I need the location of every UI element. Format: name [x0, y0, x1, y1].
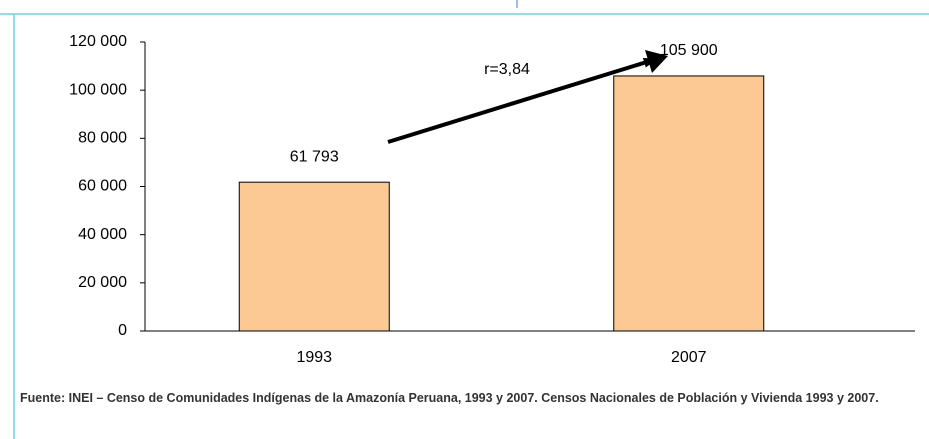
- arrow-head: [645, 50, 668, 73]
- y-tick-label: 20 000: [78, 274, 127, 291]
- y-tick-label: 0: [118, 322, 127, 339]
- y-tick-label: 80 000: [78, 130, 127, 147]
- y-tick-label: 120 000: [69, 33, 127, 50]
- value-label: 61 793: [290, 148, 339, 165]
- bar: [238, 181, 390, 332]
- x-tick-label: 1993: [296, 349, 332, 366]
- y-tick-label: 100 000: [69, 81, 127, 98]
- source-note: Fuente: INEI – Censo de Comunidades Indí…: [20, 391, 879, 405]
- value-label: 105 900: [660, 42, 718, 59]
- x-tick-label: 2007: [671, 349, 707, 366]
- annotation: r=3,84: [484, 61, 530, 78]
- bar: [613, 75, 765, 332]
- y-tick-label: 60 000: [78, 178, 127, 195]
- y-tick-label: 40 000: [78, 226, 127, 243]
- trend-arrow: [387, 61, 650, 144]
